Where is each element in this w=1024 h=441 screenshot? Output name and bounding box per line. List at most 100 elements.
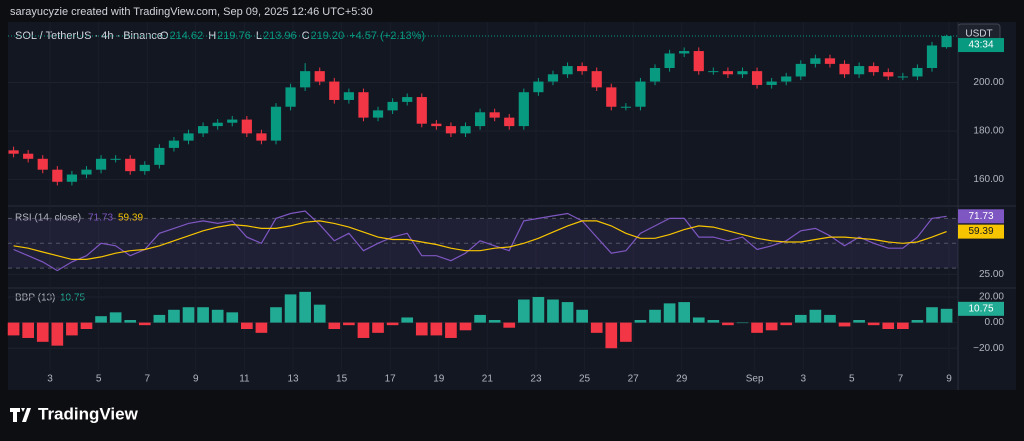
x-tick-label: 3 <box>47 374 53 385</box>
candle-body <box>912 68 923 77</box>
bbp-bar <box>590 322 603 333</box>
candle-body <box>37 158 48 170</box>
candle-body <box>154 147 165 165</box>
bbp-value: 10.75 <box>60 293 85 304</box>
bbp-bar <box>649 309 661 323</box>
bbp-bar <box>663 303 676 323</box>
bbp-bar <box>853 320 865 323</box>
x-tick-label: 3 <box>800 374 806 385</box>
bbp-bar <box>386 322 399 326</box>
rsi-line <box>13 210 947 272</box>
candle-body <box>577 66 588 72</box>
bbp-bar <box>109 312 122 323</box>
bbp-bar <box>576 309 588 323</box>
bbp-bar <box>415 322 428 336</box>
candle-body <box>737 71 748 75</box>
bbp-bar <box>459 322 472 331</box>
ohlc-value: 213.96 <box>263 30 297 42</box>
candle-body <box>81 169 92 175</box>
candle-body <box>329 81 340 100</box>
candle-body <box>693 51 704 72</box>
bbp-bar <box>561 302 574 323</box>
x-tick-label: 9 <box>193 374 199 385</box>
candle-body <box>198 126 209 134</box>
bbp-bar <box>124 320 137 323</box>
bbp-bar <box>809 309 822 323</box>
x-tick-label: Sep <box>746 374 764 385</box>
bbp-bar <box>313 304 326 323</box>
ohlc-value: 219.20 <box>311 30 345 42</box>
logo <box>10 408 31 422</box>
bbp-bar <box>80 322 93 329</box>
bbp-bar <box>343 322 355 326</box>
bbp-bar <box>430 322 443 336</box>
bbp-bar <box>692 317 705 323</box>
candle-body <box>766 81 777 85</box>
bbp-bar <box>678 302 691 323</box>
bbp-bar <box>926 307 938 323</box>
bbp-bar <box>255 322 268 333</box>
candle-body <box>212 122 223 127</box>
candle-body <box>824 58 836 64</box>
candle-body <box>387 101 398 111</box>
rsi-tag <box>958 209 1004 224</box>
candle-body <box>606 87 617 107</box>
bbp-bar <box>780 322 793 326</box>
bbp-bar <box>794 314 807 323</box>
bbp-bar <box>226 312 239 323</box>
candle-body <box>431 123 442 127</box>
bbp-bar <box>211 309 224 323</box>
bbp-bar <box>66 322 78 336</box>
candle-body <box>416 97 427 124</box>
candle-body <box>620 106 631 108</box>
x-tick-label: 9 <box>946 374 952 385</box>
x-tick-label: 17 <box>385 374 397 385</box>
candle-body <box>125 158 136 172</box>
candle-body <box>300 71 311 88</box>
candle-body <box>810 58 821 64</box>
candle-body <box>139 164 150 172</box>
ohlc-value: 214.62 <box>170 30 204 42</box>
y-tick-label: 0.00 <box>985 317 1005 328</box>
candle-body <box>168 140 180 148</box>
bbp-bar <box>401 317 414 323</box>
candle-body <box>708 71 719 73</box>
currency[interactable]: USDT <box>965 29 992 40</box>
candle-body <box>241 119 252 134</box>
rsi-tag <box>958 224 1004 239</box>
bbp-tag-label: 10.75 <box>968 303 993 314</box>
rsi-tag-label: 59.39 <box>968 226 993 237</box>
candle-body <box>547 74 559 82</box>
candle-body <box>285 87 296 107</box>
countdown: 43:34 <box>968 40 993 51</box>
candle-body <box>839 63 850 75</box>
bbp-bar <box>547 299 559 323</box>
candle-body <box>489 112 500 118</box>
bbp-bar <box>488 320 501 323</box>
bbp-bar <box>241 322 253 329</box>
y-tick-label: 25.00 <box>979 269 1004 280</box>
x-tick-label: 5 <box>849 374 855 385</box>
candle-body <box>66 174 78 182</box>
bbp-bar <box>138 322 151 326</box>
bbp-bar <box>474 314 486 323</box>
x-tick-label: 29 <box>676 374 688 385</box>
brand: TradingView <box>38 404 139 423</box>
candle-body <box>781 76 792 82</box>
bbp-bar <box>722 322 734 326</box>
bbp-title: BBP (13) <box>15 293 55 304</box>
bbp-bar <box>95 316 107 323</box>
y-tick-label: 180.00 <box>973 126 1004 137</box>
bbp-bar <box>168 309 180 323</box>
price-change: +4.57 (+2.13%) <box>349 30 425 42</box>
candle-body <box>270 106 282 141</box>
x-tick-label: 19 <box>433 374 445 385</box>
candle-body <box>402 97 413 102</box>
bbp-bar <box>51 322 64 346</box>
bbp-bar <box>7 322 20 336</box>
rsi-line <box>13 220 947 260</box>
candle-body <box>372 110 384 118</box>
candle-body <box>256 133 267 141</box>
